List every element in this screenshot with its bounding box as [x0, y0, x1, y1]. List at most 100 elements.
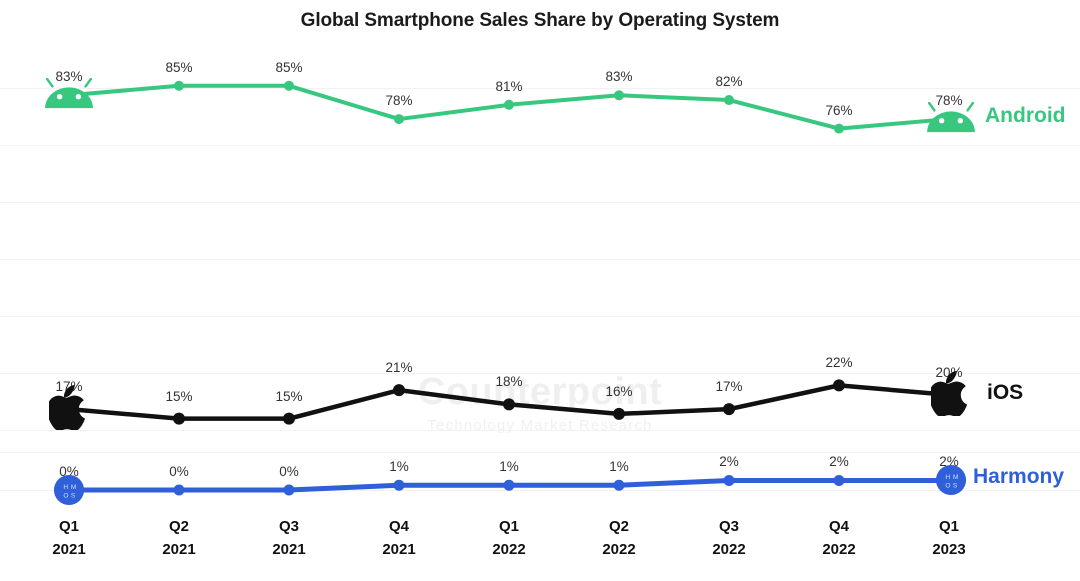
data-label: 2% — [829, 454, 849, 470]
x-tick-quarter: Q3 — [718, 518, 739, 535]
x-axis-tick: Q1 2021 — [52, 519, 85, 558]
data-point[interactable] — [503, 398, 515, 411]
data-label: 15% — [275, 388, 303, 404]
x-axis-tick: Q4 2021 — [382, 519, 415, 558]
x-tick-year: 2021 — [382, 540, 416, 558]
data-label: 85% — [275, 59, 303, 75]
data-label: 15% — [165, 388, 193, 404]
x-tick-year: 2022 — [712, 540, 746, 558]
data-point[interactable] — [833, 379, 845, 392]
data-point[interactable] — [394, 114, 404, 125]
series-legend-label-ios: iOS — [987, 380, 1024, 404]
data-label: 78% — [385, 93, 413, 109]
data-point[interactable] — [173, 412, 185, 425]
data-point[interactable] — [723, 474, 735, 486]
android-robot-icon — [43, 78, 95, 115]
data-point[interactable] — [834, 123, 844, 134]
svg-text:M: M — [953, 475, 958, 482]
series-lines — [66, 80, 952, 496]
svg-text:O: O — [945, 483, 950, 490]
data-point[interactable] — [614, 90, 624, 101]
gridline — [0, 259, 1080, 260]
data-label: 1% — [499, 459, 519, 475]
data-label: 83% — [55, 69, 83, 85]
x-axis-tick: Q1 2022 — [492, 519, 525, 558]
x-tick-year: 2021 — [272, 540, 306, 558]
data-point[interactable] — [613, 479, 625, 491]
data-point[interactable] — [724, 95, 734, 106]
data-label: 1% — [609, 459, 629, 475]
x-tick-quarter: Q1 — [938, 518, 959, 535]
data-label: 17% — [715, 379, 743, 395]
gridline — [0, 316, 1080, 317]
data-point[interactable] — [284, 80, 294, 91]
series-legend-label-harmony: Harmony — [973, 465, 1065, 489]
x-tick-quarter: Q4 — [828, 518, 849, 535]
gridline — [0, 430, 1080, 431]
x-tick-quarter: Q2 — [608, 518, 629, 535]
data-label: 16% — [605, 383, 633, 399]
x-tick-year: 2023 — [932, 540, 966, 558]
x-tick-year: 2021 — [162, 540, 196, 558]
x-axis-tick: Q1 2023 — [932, 519, 965, 558]
data-point[interactable] — [393, 384, 405, 397]
chart-title: Global Smartphone Sales Share by Operati… — [300, 10, 780, 31]
x-tick-year: 2022 — [492, 540, 526, 558]
x-tick-quarter: Q1 — [498, 518, 519, 535]
data-label: 0% — [279, 464, 299, 479]
data-label: 82% — [715, 74, 743, 90]
data-label: 1% — [389, 459, 409, 475]
data-point[interactable] — [283, 484, 295, 496]
data-label: 17% — [55, 379, 83, 395]
data-label: 83% — [605, 69, 633, 85]
gridline — [0, 452, 1080, 453]
data-label: 85% — [165, 59, 193, 75]
data-label: 76% — [825, 102, 853, 118]
gridline — [0, 145, 1080, 146]
svg-text:S: S — [953, 483, 958, 490]
apple-logo-icon — [47, 385, 87, 435]
x-tick-quarter: Q4 — [388, 518, 409, 535]
x-axis: Q1 2021 Q2 2021 Q3 2021 Q4 2021 Q1 2022 Q2 2022 Q3 20… — [0, 513, 1080, 581]
data-point[interactable] — [173, 484, 185, 496]
apple-logo-icon — [929, 370, 969, 421]
svg-text:H: H — [945, 475, 950, 482]
data-label: 21% — [385, 360, 413, 376]
x-tick-quarter: Q2 — [168, 518, 189, 535]
svg-text:O: O — [63, 493, 68, 500]
data-label: 20% — [935, 364, 963, 380]
svg-text:S: S — [71, 493, 76, 500]
plot-area: Counterpoint Technology Market Research … — [0, 48, 1080, 513]
data-point[interactable] — [503, 479, 515, 491]
data-point[interactable] — [504, 99, 514, 110]
gridline — [0, 88, 1080, 89]
gridline — [0, 202, 1080, 203]
svg-text:M: M — [71, 484, 76, 491]
android-robot-icon — [925, 101, 977, 139]
data-point[interactable] — [393, 479, 405, 491]
data-point[interactable] — [283, 412, 295, 425]
x-axis-tick: Q3 2022 — [712, 519, 745, 558]
data-label: 22% — [825, 355, 853, 371]
data-label: 81% — [495, 78, 523, 94]
series-legend-label-android: Android — [985, 104, 1066, 128]
gridline — [0, 490, 1080, 491]
x-axis-tick: Q4 2022 — [822, 519, 855, 558]
x-axis-tick: Q3 2021 — [272, 519, 305, 558]
data-point[interactable] — [174, 80, 184, 91]
svg-text:H: H — [63, 484, 68, 491]
data-point[interactable] — [723, 403, 735, 416]
x-tick-quarter: Q3 — [278, 518, 299, 535]
x-tick-year: 2022 — [822, 540, 856, 558]
data-point[interactable] — [833, 474, 845, 486]
data-point[interactable] — [613, 407, 625, 420]
x-tick-quarter: Q1 — [58, 518, 79, 535]
gridline — [0, 373, 1080, 374]
x-axis-tick: Q2 2022 — [602, 519, 635, 558]
data-label: 78% — [935, 93, 963, 109]
data-label: 0% — [59, 464, 79, 479]
x-tick-year: 2021 — [52, 540, 86, 558]
